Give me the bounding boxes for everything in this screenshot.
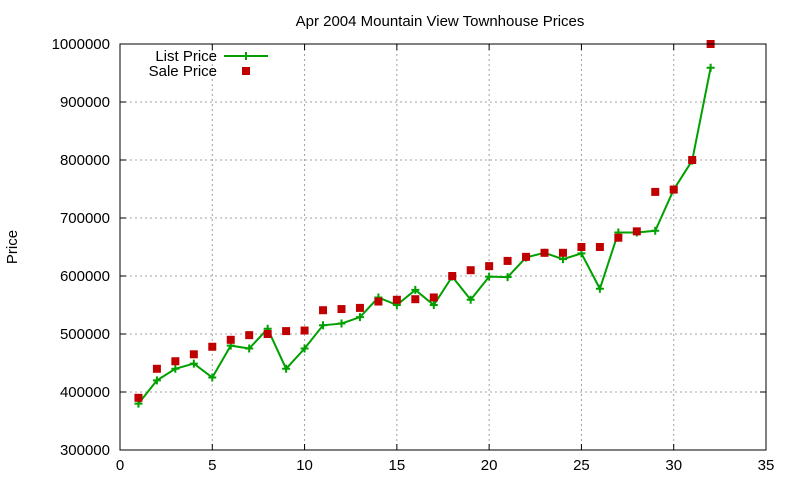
- list-price-point: [411, 285, 420, 294]
- series-line-list-price: [137, 67, 712, 405]
- sale-price-point: [558, 248, 567, 257]
- y-tick-label: 800000: [60, 152, 110, 169]
- list-price-point: [245, 344, 254, 353]
- x-tick-label: 5: [208, 457, 216, 474]
- list-price-point: [152, 376, 161, 385]
- plot-frame: [119, 43, 767, 451]
- sale-price-point: [485, 262, 494, 271]
- x-tick-label: 15: [389, 457, 406, 474]
- sale-price-point: [632, 227, 641, 236]
- list-price-point: [282, 364, 291, 373]
- sale-price-point: [134, 393, 143, 402]
- x-tick-label: 0: [116, 457, 124, 474]
- y-tick-label: 1000000: [52, 36, 110, 53]
- sale-price-point: [688, 156, 697, 164]
- list-price-point: [319, 321, 328, 330]
- y-axis-label: Price: [4, 230, 21, 264]
- list-price-point: [706, 63, 715, 72]
- y-tick-label: 500000: [60, 326, 110, 343]
- sale-price-point: [189, 350, 198, 359]
- list-price-point: [466, 295, 475, 304]
- sale-price-point: [374, 297, 383, 306]
- sale-price-point: [300, 326, 309, 335]
- sale-price-point: [355, 303, 364, 312]
- sale-price-point: [411, 295, 420, 304]
- sale-price-point: [466, 266, 475, 275]
- sale-price-point: [503, 256, 512, 265]
- list-price-point: [595, 284, 604, 293]
- list-price-point: [503, 273, 512, 282]
- sale-price-point: [208, 342, 217, 351]
- sale-price-point: [319, 306, 328, 315]
- list-price-point: [651, 226, 660, 235]
- y-tick-label: 600000: [60, 268, 110, 285]
- chart-title: Apr 2004 Mountain View Townhouse Prices: [296, 13, 585, 30]
- sale-price-point: [392, 295, 401, 304]
- sale-price-point: [577, 243, 586, 251]
- x-tick-label: 20: [481, 457, 498, 474]
- sale-price-point: [337, 305, 346, 314]
- sale-price-point: [669, 185, 678, 194]
- list-price-point: [429, 301, 438, 309]
- list-price-point: [189, 359, 198, 368]
- list-price-point: [171, 364, 180, 373]
- y-tick-label: 900000: [60, 94, 110, 111]
- list-price-point: [300, 344, 309, 353]
- sale-price-point: [522, 252, 531, 261]
- y-tick-label: 700000: [60, 210, 110, 227]
- list-price-point: [337, 319, 346, 328]
- legend-marker-sale-price: [242, 67, 250, 75]
- plot-series: [134, 40, 715, 408]
- list-price-point: [485, 272, 494, 281]
- sale-price-point: [282, 327, 291, 336]
- sale-price-point: [595, 243, 604, 251]
- y-tick-label: 400000: [60, 384, 110, 401]
- x-tick-label: 25: [573, 457, 590, 474]
- sale-price-point: [540, 248, 549, 257]
- sale-price-point: [448, 272, 457, 280]
- sale-price-point: [651, 187, 660, 196]
- grid-lines: [120, 44, 766, 450]
- legend-marker-list-price: [242, 52, 250, 60]
- sale-price-point: [263, 330, 272, 338]
- sale-price-point: [429, 293, 438, 302]
- sale-price-point: [245, 331, 254, 340]
- list-price-point: [208, 373, 217, 382]
- legend: List Price Sale Price: [149, 48, 268, 80]
- x-tick-label: 10: [296, 457, 313, 474]
- x-tick-label: 30: [665, 457, 682, 474]
- sale-price-point: [226, 335, 235, 344]
- list-price-point: [355, 313, 364, 322]
- legend-label-list-price: List Price: [155, 48, 217, 65]
- x-tick-label: 35: [758, 457, 775, 474]
- y-tick-label: 300000: [60, 442, 110, 459]
- axis-ticks: 0 5 10 15 20 25 30 35 300000 400000 500000 600000 70…: [52, 36, 775, 474]
- sale-price-point: [152, 364, 161, 373]
- sale-price-point: [614, 233, 623, 242]
- legend-label-sale-price: Sale Price: [149, 63, 217, 80]
- sale-price-point: [171, 357, 180, 366]
